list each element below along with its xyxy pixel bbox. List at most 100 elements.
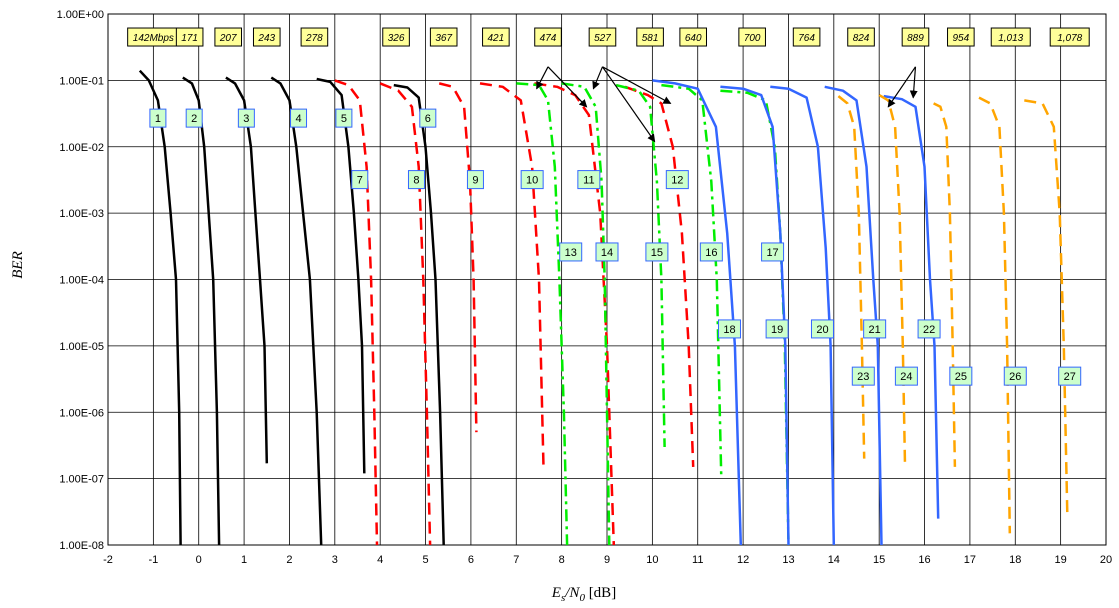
x-tick-label: 20 — [1100, 554, 1112, 566]
curve-label-8: 8 — [407, 170, 425, 190]
curve-label-17: 17 — [761, 242, 785, 262]
curve-label-text: 12 — [671, 175, 683, 187]
x-tick-label: -1 — [148, 554, 158, 566]
x-tick-label: 14 — [828, 554, 840, 566]
curve-label-1: 1 — [149, 108, 167, 128]
x-tick-label: 0 — [196, 554, 202, 566]
rate-label-text: 889 — [907, 33, 924, 44]
rate-label-text: 243 — [257, 33, 275, 44]
rate-label-box — [990, 27, 1031, 47]
curve-label-text: 27 — [1064, 371, 1076, 383]
y-tick-label: 1.00E-02 — [59, 142, 104, 154]
rate-label-1,078: 1,078 — [1049, 27, 1090, 47]
curve-label-box — [577, 170, 601, 190]
x-tick-label: 16 — [918, 554, 930, 566]
rate-label-text: 474 — [540, 33, 557, 44]
x-axis-label: Es/N0 [dB] — [551, 585, 616, 604]
curve-label-text: 4 — [295, 113, 301, 125]
rate-label-421: 421 — [482, 27, 510, 47]
curve-label-text: 14 — [601, 247, 613, 259]
series-curve-22 — [883, 94, 940, 519]
rate-label-box — [901, 27, 930, 47]
rate-label-box — [679, 27, 707, 47]
y-tick-label: 1.00E-04 — [59, 275, 104, 287]
curve-label-text: 19 — [771, 324, 783, 336]
curve-label-box — [863, 319, 887, 339]
x-tick-label: 12 — [737, 554, 749, 566]
rate-label-box — [738, 27, 766, 47]
rate-label-1,013: 1,013 — [990, 27, 1031, 47]
curve-label-box — [717, 319, 741, 339]
curve-label-box — [520, 170, 544, 190]
x-axis-label-base: E — [551, 585, 561, 601]
curve-label-26: 26 — [1003, 366, 1027, 386]
curve-label-text: 13 — [565, 247, 577, 259]
curve-label-13: 13 — [559, 242, 583, 262]
series-curves — [138, 69, 1069, 546]
curve-label-12: 12 — [665, 170, 689, 190]
rate-label-text: 1,013 — [998, 33, 1023, 44]
curve-label-9: 9 — [466, 170, 484, 190]
x-tick-label: -2 — [103, 554, 113, 566]
curve-label-5: 5 — [335, 108, 353, 128]
series-curve-11 — [534, 82, 616, 546]
curve-label-text: 9 — [472, 175, 478, 187]
axis-ticks: -2 -1 0 1 2 3 4 5 6 7 8 9 10 11 12 13 14 15 16 17 18 19 201.00… — [57, 9, 1113, 566]
x-tick-label: 10 — [646, 554, 658, 566]
curve-label-22: 22 — [917, 319, 941, 339]
x-axis-label-sub1: s — [561, 592, 565, 604]
x-tick-label: 3 — [332, 554, 338, 566]
rate-label-764: 764 — [792, 27, 821, 47]
y-axis-label: BER — [10, 251, 26, 279]
curve-label-box — [917, 319, 941, 339]
rate-label-171: 171 — [175, 27, 204, 47]
rate-labels: 142Mbps 171 207 243 278 326 367 421 474 527 581 640… — [127, 27, 1090, 47]
rate-label-box — [947, 27, 975, 47]
y-tick-label: 1.00E-08 — [59, 540, 104, 552]
x-tick-label: 2 — [286, 554, 292, 566]
curve-label-23: 23 — [851, 366, 875, 386]
series-curve-19 — [720, 85, 790, 546]
x-tick-label: 19 — [1055, 554, 1067, 566]
series-curve-15 — [615, 83, 666, 448]
rate-label-142Mbps: 142Mbps — [127, 27, 180, 47]
rate-label-640: 640 — [679, 27, 707, 47]
curve-label-box — [559, 242, 583, 262]
rate-label-box — [1049, 27, 1090, 47]
curve-label-20: 20 — [810, 319, 834, 339]
curve-label-box — [894, 366, 918, 386]
curve-label-text: 24 — [900, 371, 912, 383]
series-curve-12 — [624, 85, 695, 467]
curve-label-27: 27 — [1058, 366, 1082, 386]
x-axis-label-unit: [dB] — [585, 585, 616, 601]
curve-label-24: 24 — [894, 366, 918, 386]
annotation-arrow — [887, 66, 916, 108]
curve-label-text: 3 — [243, 113, 249, 125]
curve-label-box — [761, 242, 785, 262]
series-curve-24 — [878, 94, 907, 466]
curve-label-text: 10 — [526, 175, 538, 187]
curve-label-box — [407, 170, 425, 190]
rate-label-243: 243 — [252, 27, 281, 47]
curve-label-text: 17 — [766, 247, 778, 259]
series-curve-18 — [652, 79, 743, 546]
rate-label-text: 640 — [685, 33, 702, 44]
curve-label-14: 14 — [595, 242, 619, 262]
curve-label-box — [419, 108, 437, 128]
curve-label-text: 5 — [341, 113, 347, 125]
annotation-arrow — [536, 66, 549, 90]
rate-label-box — [588, 27, 617, 47]
curve-label-box — [665, 170, 689, 190]
curve-label-25: 25 — [949, 366, 973, 386]
x-tick-label: 17 — [964, 554, 976, 566]
curve-label-box — [1058, 366, 1082, 386]
series-curve-5 — [316, 77, 366, 474]
y-tick-label: 1.00E-03 — [59, 208, 104, 220]
x-tick-label: 6 — [468, 554, 474, 566]
rate-label-text: 764 — [798, 33, 815, 44]
annotation-arrow — [592, 66, 604, 90]
series-curve-14 — [561, 82, 611, 546]
curve-label-text: 25 — [955, 371, 967, 383]
annotation-arrow — [547, 66, 588, 108]
